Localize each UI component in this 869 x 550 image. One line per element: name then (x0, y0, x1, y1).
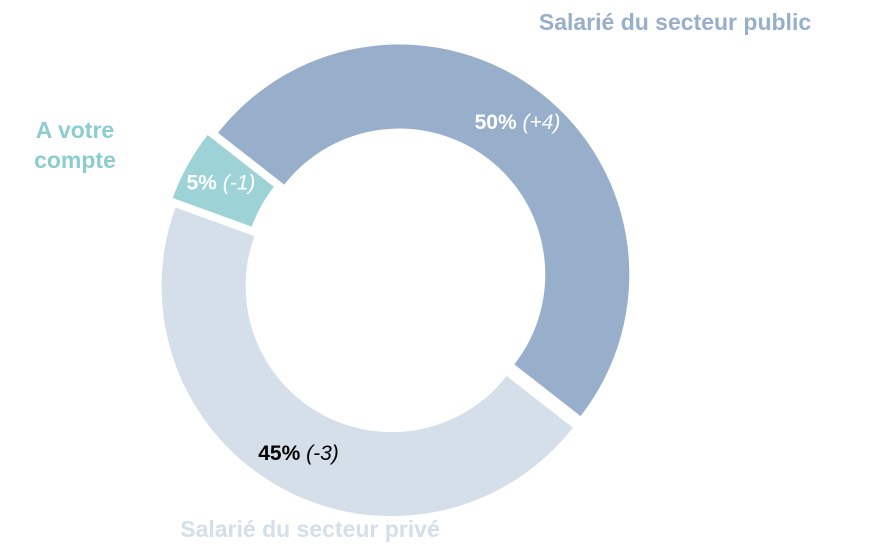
percent: 45% (258, 442, 300, 465)
percent: 50% (475, 111, 517, 134)
change: (-1) (223, 171, 256, 194)
change: (+4) (522, 111, 560, 134)
change: (-3) (306, 442, 339, 465)
value-label: 5% (-1) (187, 171, 256, 194)
donut-segment (218, 44, 630, 417)
category-label: Salarié du secteur privé (180, 516, 440, 542)
value-label: 50% (+4) (475, 111, 561, 134)
donut-segment (161, 207, 573, 517)
percent: 5% (187, 171, 218, 194)
category-label: A votre compte (34, 117, 116, 173)
value-label: 45% (-3) (258, 442, 339, 465)
donut-segment (172, 135, 274, 227)
category-label: Salarié du secteur public (538, 9, 812, 35)
